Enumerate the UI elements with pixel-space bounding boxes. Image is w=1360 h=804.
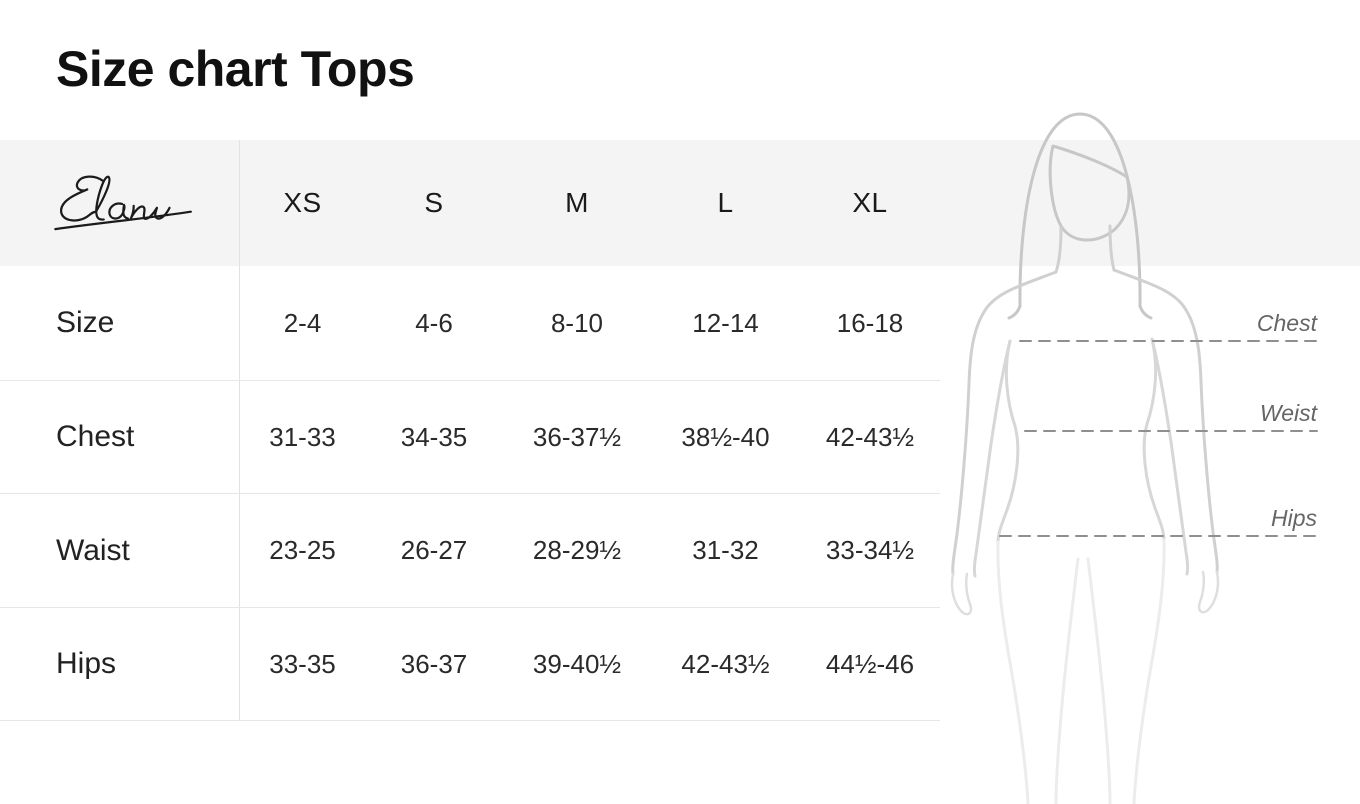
hair-tip-right xyxy=(1138,304,1153,320)
leg-inner-right xyxy=(1086,557,1112,804)
outer-arm-right xyxy=(1112,268,1219,574)
cell-chest-l: 38½-40 xyxy=(681,421,770,452)
column-header-l: L xyxy=(717,187,734,218)
cell-size-s: 4-6 xyxy=(415,307,453,338)
measurement-label-hips: Hips xyxy=(1270,505,1317,531)
figure-illustration xyxy=(950,112,1318,804)
measurement-label-weist: Weist xyxy=(1259,400,1317,426)
table-row-waist: Waist 23-25 26-27 28-29½ 31-32 33-34½ xyxy=(0,494,940,608)
cell-size-m: 8-10 xyxy=(550,307,604,338)
row-label-hips: Hips xyxy=(0,608,240,720)
cell-size-xs: 2-4 xyxy=(283,307,322,338)
cell-waist-m: 28-29½ xyxy=(532,535,622,565)
column-header-s: S xyxy=(424,187,444,218)
brand-logo-cell: Elan xyxy=(0,140,240,266)
cell-hips-xs: 33-35 xyxy=(269,648,336,679)
cell-chest-m: 36-37½ xyxy=(532,421,622,452)
outer-arm-left xyxy=(951,270,1058,576)
face-outline xyxy=(1048,144,1131,242)
leg-outer-right xyxy=(1132,538,1166,804)
table-row-chest: Chest 31-33 34-35 36-37½ 38½-40 42-43½ xyxy=(0,381,940,494)
cell-chest-xs: 31-33 xyxy=(269,421,336,452)
cell-waist-xl: 33-34½ xyxy=(825,535,915,565)
row-label-size: Size xyxy=(0,266,240,380)
table-row-size: Size 2-4 4-6 8-10 12-14 16-18 xyxy=(0,266,940,381)
leg-outer-left xyxy=(996,540,1030,804)
inner-arm-left xyxy=(972,339,1012,578)
column-header-xl: XL xyxy=(852,187,888,218)
cell-waist-s: 26-27 xyxy=(400,535,468,565)
hair-outline xyxy=(1018,112,1142,308)
neck-right xyxy=(1108,224,1116,272)
inner-arm-right xyxy=(1150,337,1190,576)
torso-side-left xyxy=(996,339,1020,544)
row-label-waist: Waist xyxy=(0,494,240,607)
row-label-chest: Chest xyxy=(0,381,240,493)
hand-right xyxy=(1197,570,1220,614)
cell-waist-xs: 23-25 xyxy=(269,535,336,565)
cell-hips-xl: 44½-46 xyxy=(825,648,915,679)
hand-left xyxy=(950,572,973,616)
hair-tip-left xyxy=(1007,304,1022,320)
cell-waist-l: 31-32 xyxy=(692,535,759,565)
leg-inner-left xyxy=(1054,557,1080,804)
column-header-xs: XS xyxy=(283,187,322,218)
torso-side-right xyxy=(1142,337,1166,542)
page-title: Size chart Tops xyxy=(56,41,415,97)
brand-logo-signature xyxy=(54,175,192,231)
neck-left xyxy=(1054,226,1063,274)
cell-size-l: 12-14 xyxy=(692,307,759,338)
cell-size-xl: 16-18 xyxy=(836,307,904,338)
cell-hips-l: 42-43½ xyxy=(681,648,770,679)
table-header-row: Elan XS S M L XL xyxy=(0,140,940,266)
cell-chest-xl: 42-43½ xyxy=(825,421,915,452)
cell-hips-s: 36-37 xyxy=(400,648,468,679)
cell-hips-m: 39-40½ xyxy=(532,648,622,679)
size-table: Elan XS S M L XL Size 2-4 4-6 8-10 12-14… xyxy=(0,140,940,721)
measurement-label-chest: Chest xyxy=(1256,310,1317,336)
table-row-hips: Hips 33-35 36-37 39-40½ 42-43½ 44½-46 xyxy=(0,608,940,721)
column-header-m: M xyxy=(565,187,589,218)
cell-chest-s: 34-35 xyxy=(400,421,468,452)
